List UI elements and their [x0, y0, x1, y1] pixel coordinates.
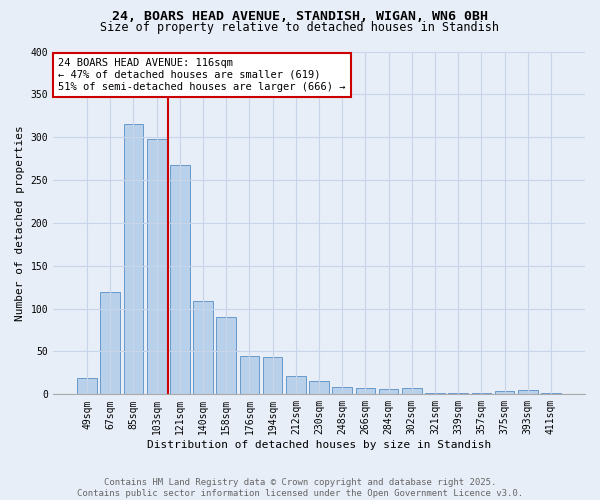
Bar [193, 301, 213, 394]
Bar [309, 382, 329, 394]
Text: Size of property relative to detached houses in Standish: Size of property relative to detached ho… [101, 21, 499, 34]
X-axis label: Distribution of detached houses by size in Standish: Distribution of detached houses by size … [147, 440, 491, 450]
Bar [332, 386, 352, 394]
Bar [286, 376, 305, 394]
Text: 24, BOARS HEAD AVENUE, STANDISH, WIGAN, WN6 0BH: 24, BOARS HEAD AVENUE, STANDISH, WIGAN, … [112, 10, 488, 23]
Bar [263, 356, 283, 395]
Bar [402, 388, 422, 394]
Bar [472, 392, 491, 394]
Bar [356, 388, 375, 394]
Bar [495, 391, 514, 394]
Bar [170, 164, 190, 394]
Bar [217, 317, 236, 394]
Bar [239, 356, 259, 395]
Bar [147, 139, 167, 394]
Text: 24 BOARS HEAD AVENUE: 116sqm
← 47% of detached houses are smaller (619)
51% of s: 24 BOARS HEAD AVENUE: 116sqm ← 47% of de… [58, 58, 346, 92]
Bar [425, 392, 445, 394]
Bar [124, 124, 143, 394]
Bar [541, 392, 561, 394]
Text: Contains HM Land Registry data © Crown copyright and database right 2025.
Contai: Contains HM Land Registry data © Crown c… [77, 478, 523, 498]
Y-axis label: Number of detached properties: Number of detached properties [15, 125, 25, 321]
Bar [100, 292, 120, 394]
Bar [379, 389, 398, 394]
Bar [518, 390, 538, 394]
Bar [77, 378, 97, 394]
